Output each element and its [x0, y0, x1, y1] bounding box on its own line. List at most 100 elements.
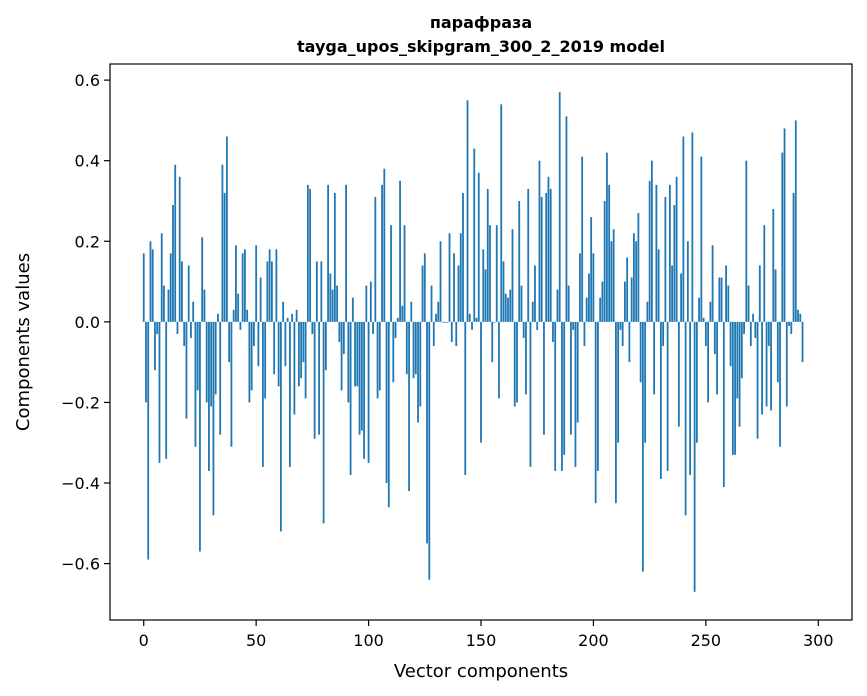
bar-43 — [239, 321, 242, 330]
bar-101 — [369, 281, 372, 322]
bar-99 — [365, 285, 368, 322]
bar-239 — [680, 273, 683, 322]
bar-221 — [639, 321, 642, 383]
bar-2 — [147, 321, 150, 560]
bar-154 — [489, 225, 491, 322]
bar-130 — [435, 313, 437, 322]
bar-32 — [214, 321, 217, 395]
bar-109 — [387, 321, 390, 508]
bar-60 — [277, 321, 280, 387]
bar-9 — [163, 285, 165, 322]
bar-207 — [608, 184, 611, 322]
bar-218 — [633, 233, 635, 322]
bar-231 — [662, 321, 665, 347]
y-tick-label: 0.2 — [75, 232, 100, 251]
bar-134 — [444, 321, 446, 323]
bar-267 — [743, 321, 745, 334]
bar-190 — [570, 321, 572, 435]
bar-49 — [253, 321, 255, 347]
bar-122 — [417, 321, 419, 423]
y-tick-label: 0.6 — [75, 71, 100, 90]
bar-113 — [396, 317, 399, 322]
bar-4 — [151, 249, 154, 322]
bar-170 — [525, 321, 527, 395]
bar-64 — [286, 317, 289, 322]
bar-56 — [268, 249, 271, 322]
bar-215 — [626, 257, 629, 322]
bar-5 — [154, 321, 156, 371]
bar-42 — [237, 293, 240, 322]
bar-270 — [749, 321, 752, 347]
bar-288 — [790, 321, 793, 334]
bar-121 — [414, 321, 417, 375]
bar-13 — [172, 205, 174, 322]
bar-168 — [520, 285, 523, 322]
bar-183 — [554, 321, 557, 471]
bar-124 — [421, 265, 424, 322]
bar-156 — [493, 321, 496, 323]
bar-33 — [217, 313, 219, 322]
bar-25 — [199, 321, 201, 552]
bar-193 — [576, 321, 579, 423]
bar-137 — [450, 321, 453, 342]
bar-37 — [226, 136, 228, 322]
bar-246 — [695, 321, 698, 443]
bar-281 — [774, 269, 777, 322]
bar-73 — [306, 184, 309, 322]
bar-265 — [738, 321, 741, 427]
y-tick-label: −0.6 — [61, 555, 100, 574]
bar-11 — [167, 289, 170, 322]
bar-198 — [588, 273, 590, 322]
bar-69 — [297, 321, 300, 387]
bar-79 — [320, 261, 323, 322]
bar-138 — [453, 253, 455, 322]
bar-19 — [185, 321, 188, 419]
bar-208 — [610, 241, 613, 322]
bar-35 — [221, 164, 224, 322]
bar-65 — [288, 321, 291, 467]
bar-264 — [736, 321, 739, 399]
bar-57 — [270, 261, 273, 322]
bar-114 — [399, 180, 401, 322]
bar-34 — [219, 321, 222, 435]
bar-59 — [275, 249, 278, 322]
bar-105 — [378, 321, 381, 391]
bar-217 — [630, 277, 633, 322]
bar-241 — [684, 321, 687, 516]
bar-185 — [558, 92, 561, 322]
bar-159 — [500, 104, 503, 322]
bar-146 — [471, 321, 473, 330]
bar-6 — [156, 321, 159, 334]
bar-178 — [543, 321, 545, 435]
bar-177 — [540, 196, 543, 322]
bar-152 — [484, 269, 487, 322]
bar-204 — [601, 281, 604, 322]
bar-158 — [498, 321, 500, 399]
bar-247 — [698, 297, 700, 322]
y-tick-label: 0.0 — [75, 313, 100, 332]
bar-139 — [455, 321, 458, 347]
bar-164 — [511, 229, 514, 322]
bar-115 — [401, 305, 404, 322]
bar-110 — [390, 225, 392, 322]
bar-212 — [619, 321, 622, 330]
bar-220 — [637, 213, 640, 322]
bar-227 — [653, 321, 656, 395]
bar-160 — [502, 261, 505, 322]
bar-10 — [165, 321, 168, 459]
bar-116 — [403, 225, 406, 322]
bar-90 — [345, 184, 347, 322]
bar-181 — [549, 188, 552, 322]
bar-18 — [183, 321, 186, 347]
bar-280 — [772, 209, 775, 322]
bar-216 — [628, 321, 631, 363]
bar-123 — [419, 321, 422, 407]
bar-161 — [504, 293, 507, 322]
bar-202 — [597, 321, 599, 471]
bar-244 — [691, 132, 694, 322]
bar-197 — [585, 297, 588, 322]
bar-143 — [464, 321, 467, 475]
bar-230 — [659, 321, 662, 479]
bar-70 — [300, 321, 303, 379]
bar-279 — [770, 321, 772, 411]
